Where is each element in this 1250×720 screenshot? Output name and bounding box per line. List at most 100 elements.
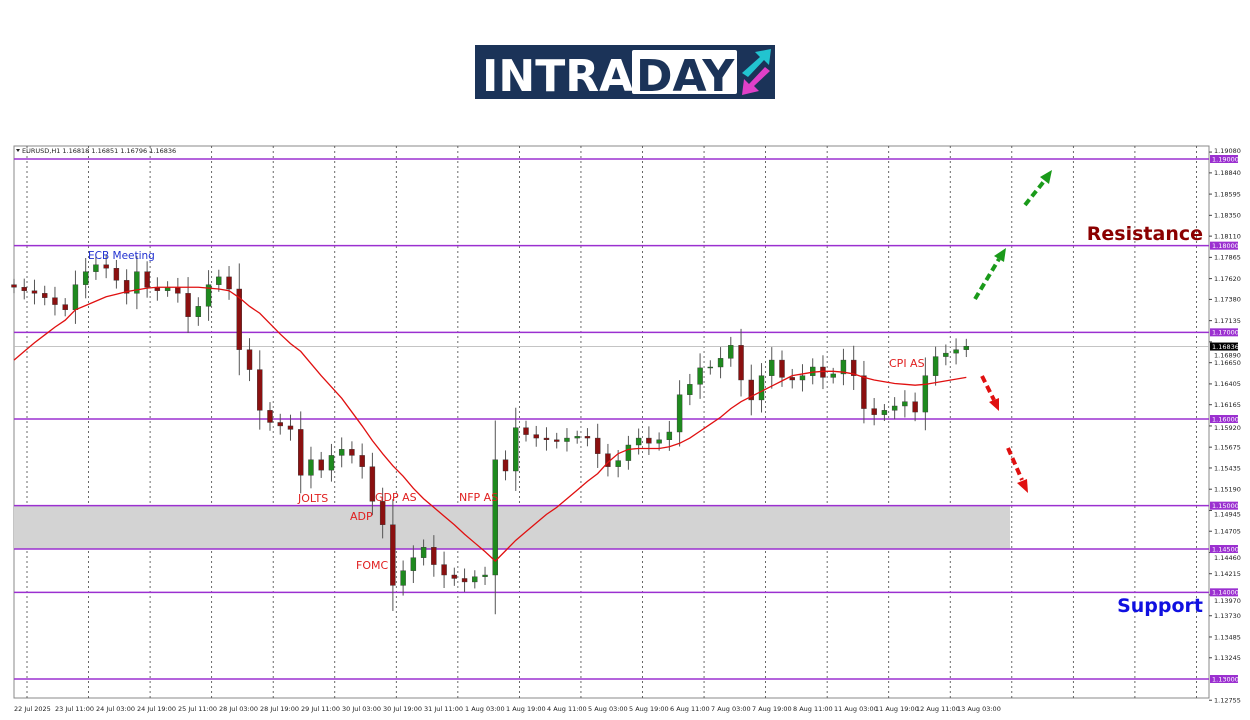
candle-body bbox=[523, 427, 529, 435]
candle-body bbox=[779, 359, 785, 378]
y-tick-label: 1.17620 bbox=[1214, 275, 1241, 283]
candle-body bbox=[748, 379, 754, 401]
candle-body bbox=[113, 268, 120, 281]
candle-body bbox=[789, 377, 795, 381]
candle-body bbox=[513, 427, 519, 472]
level-label-box bbox=[1210, 588, 1238, 597]
candle-body bbox=[554, 439, 560, 442]
candle-body bbox=[902, 401, 908, 407]
level-label: 1.14000 bbox=[1212, 589, 1239, 597]
grid bbox=[26, 146, 1197, 698]
candle-body bbox=[635, 437, 642, 446]
logo-text-day: DAY bbox=[636, 51, 735, 102]
level-label-box bbox=[1210, 155, 1238, 163]
candle-body bbox=[707, 366, 714, 369]
candle-body bbox=[830, 373, 836, 378]
candle-body bbox=[400, 570, 406, 586]
level-label: 1.17000 bbox=[1212, 329, 1239, 337]
candle-body bbox=[646, 437, 652, 444]
candle-body bbox=[318, 459, 324, 471]
label-nfp: NFP AS bbox=[459, 491, 498, 504]
candle-body bbox=[728, 345, 734, 359]
level-label-box bbox=[1210, 501, 1238, 510]
dropdown-triangle-icon[interactable] bbox=[16, 149, 20, 152]
candle-body bbox=[441, 564, 447, 576]
level-label: 1.13000 bbox=[1212, 675, 1239, 683]
y-tick-label: 1.16165 bbox=[1214, 401, 1241, 409]
y-tick-label: 1.13485 bbox=[1214, 633, 1241, 641]
x-tick-label: 22 Jul 2025 bbox=[14, 705, 51, 713]
y-tick-label: 1.18350 bbox=[1214, 212, 1241, 220]
candle-body bbox=[226, 276, 232, 290]
projection-arrows bbox=[973, 170, 1052, 493]
candle-body bbox=[625, 444, 632, 461]
candle-body bbox=[420, 547, 427, 558]
candle-body bbox=[31, 290, 38, 294]
level-label-box bbox=[1210, 675, 1238, 684]
x-tick-label: 31 Jul 11:00 bbox=[424, 705, 463, 713]
candle-body bbox=[195, 306, 202, 317]
candle-body bbox=[932, 356, 939, 376]
candle-body bbox=[246, 349, 253, 370]
candle-body bbox=[502, 459, 509, 472]
y-tick-label: 1.14705 bbox=[1214, 528, 1241, 536]
x-tick-label: 5 Aug 19:00 bbox=[629, 705, 669, 713]
y-tick-label: 1.15675 bbox=[1214, 443, 1241, 451]
label-resistance: Resistance bbox=[1087, 223, 1203, 245]
candle-body bbox=[62, 304, 68, 311]
plot-area bbox=[13, 145, 1210, 699]
candle-body bbox=[564, 437, 570, 442]
x-tick-label: 11 Aug 19:00 bbox=[875, 705, 919, 713]
consolidation-zone bbox=[14, 505, 1010, 550]
candle-body bbox=[72, 284, 79, 311]
x-tick-label: 28 Jul 19:00 bbox=[260, 705, 299, 713]
level-label: 1.19000 bbox=[1212, 155, 1239, 163]
level-label-box bbox=[1210, 415, 1238, 424]
candles bbox=[11, 254, 970, 615]
label-adp: ADP bbox=[350, 510, 373, 523]
x-tick-label: 24 Jul 03:00 bbox=[96, 705, 135, 713]
x-tick-label: 29 Jul 11:00 bbox=[301, 705, 340, 713]
logo-text-intra: INTRA bbox=[482, 51, 633, 102]
bullish-arrow-icon bbox=[973, 248, 1006, 301]
x-tick-label: 8 Aug 11:00 bbox=[793, 705, 833, 713]
candle-body bbox=[492, 459, 498, 576]
bearish-arrow-icon bbox=[1006, 447, 1028, 493]
time-axis[interactable]: 22 Jul 2025 23 Jul 11:00 24 Jul 03:00 24 Ju… bbox=[14, 705, 1001, 713]
candle-body bbox=[472, 576, 478, 583]
label-gdp: GDP AS bbox=[375, 491, 417, 504]
level-label-box bbox=[1210, 241, 1238, 250]
price-axis[interactable]: 1.19080 1.18840 1.18595 1.18350 1.18110 1.178… bbox=[1209, 147, 1241, 705]
candle-body bbox=[820, 366, 826, 378]
candle-body bbox=[461, 578, 468, 583]
candle-body bbox=[543, 437, 550, 441]
candle-body bbox=[615, 460, 621, 467]
candle-body bbox=[676, 394, 683, 433]
level-label: 1.14500 bbox=[1212, 545, 1239, 553]
moving-average-line bbox=[13, 286, 967, 563]
candle-body bbox=[144, 271, 150, 288]
label-ecb: ECB Meeting bbox=[88, 250, 155, 262]
bearish-arrow-icon bbox=[980, 375, 999, 411]
candle-body bbox=[308, 459, 314, 476]
candle-body bbox=[687, 384, 693, 395]
x-tick-label: 1 Aug 03:00 bbox=[465, 705, 505, 713]
candle-body bbox=[738, 345, 744, 381]
candle-body bbox=[810, 366, 816, 376]
y-tick-label: 1.16890 bbox=[1214, 351, 1241, 359]
candle-body bbox=[943, 352, 949, 357]
y-tick-label: 1.14215 bbox=[1214, 570, 1241, 578]
arrow-down-icon bbox=[742, 67, 770, 95]
x-tick-label: 23 Jul 11:00 bbox=[55, 705, 94, 713]
candle-body bbox=[390, 524, 396, 586]
y-tick-label: 1.13970 bbox=[1214, 597, 1241, 605]
candle-body bbox=[769, 359, 775, 376]
candle-body bbox=[21, 287, 27, 291]
level-label-box bbox=[1210, 545, 1238, 554]
candle-body bbox=[42, 293, 48, 298]
bullish-arrow-icon bbox=[1023, 170, 1052, 207]
candle-body bbox=[349, 449, 355, 456]
candle-body bbox=[175, 287, 181, 294]
candle-body bbox=[666, 431, 673, 441]
